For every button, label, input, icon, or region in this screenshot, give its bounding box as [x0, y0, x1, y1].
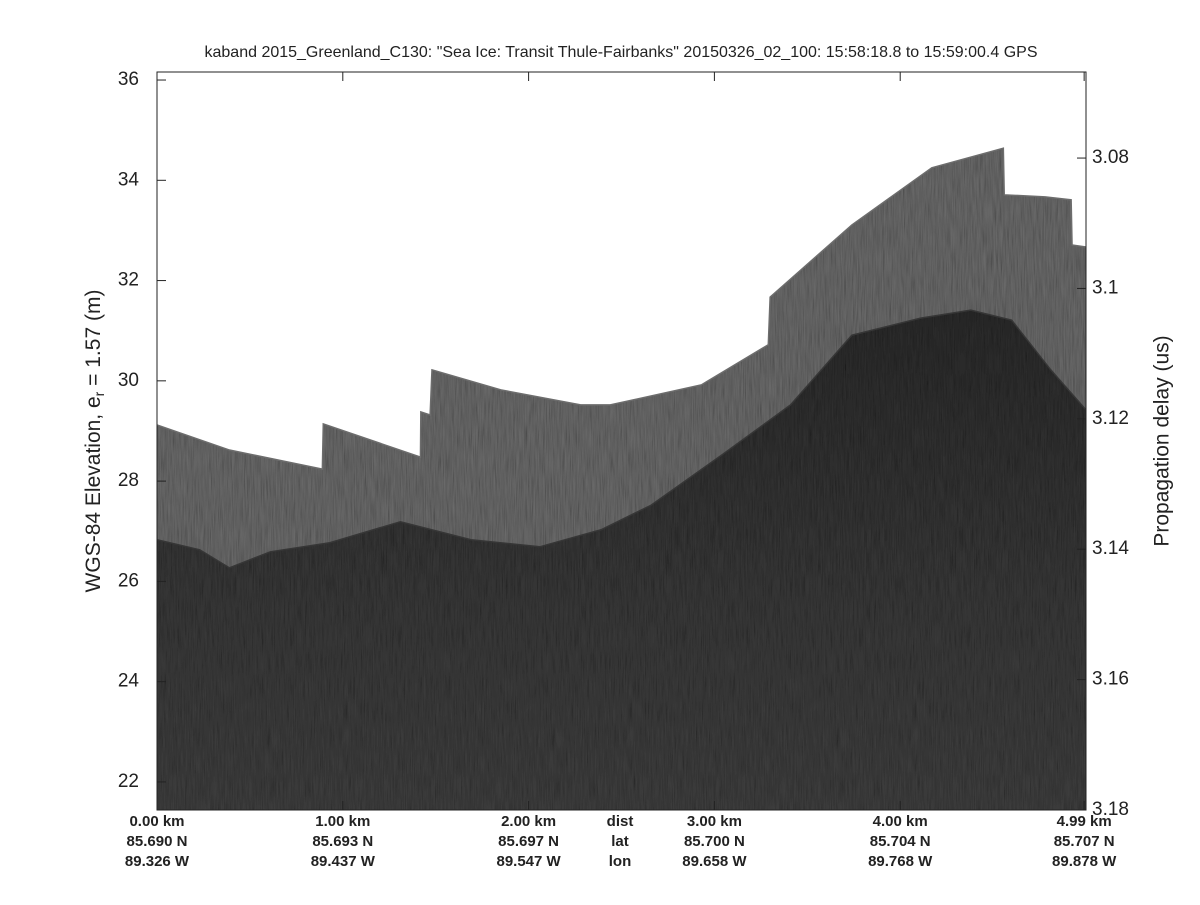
layer-boundary [157, 147, 1086, 470]
layer-boundary [157, 309, 1086, 569]
y2-tick-label: 3.12 [1092, 408, 1129, 429]
x-tick-label: 1.00 km [315, 813, 370, 830]
y2-tick-label: 3.08 [1092, 147, 1129, 168]
y-tick-label: 24 [118, 671, 140, 692]
row-name: dist [607, 813, 634, 830]
x-tick-label: 3.00 km [687, 813, 742, 830]
x-tick-label: 4.99 km [1057, 813, 1112, 830]
y-label-part: WGS-84 Elevation, e [82, 396, 105, 592]
y2-tick-label: 3.16 [1092, 669, 1129, 690]
x-tick-label: 4.00 km [873, 813, 928, 830]
row-name: lon [609, 853, 632, 870]
y-axis-label: WGS-84 Elevation, er = 1.57 (m) [82, 290, 107, 593]
y2-tick-label: 3.1 [1092, 277, 1118, 298]
y-tick-label: 22 [118, 771, 139, 792]
y-tick-label: 28 [118, 470, 139, 491]
y-tick-label: 32 [118, 270, 139, 291]
lon-label: 89.658 W [682, 853, 747, 870]
lon-label: 89.768 W [868, 853, 933, 870]
y2-tick-label: 3.14 [1092, 538, 1129, 559]
lon-label: 89.437 W [311, 853, 376, 870]
lon-label: 89.547 W [496, 853, 561, 870]
lat-label: 85.697 N [498, 833, 559, 850]
lat-label: 85.693 N [312, 833, 373, 850]
axes-box [156, 71, 1087, 811]
lat-label: 85.700 N [684, 833, 745, 850]
chart-title: kaband 2015_Greenland_C130: "Sea Ice: Tr… [205, 44, 1038, 61]
row-name: lat [611, 833, 629, 850]
x-tick-label: 2.00 km [501, 813, 556, 830]
lon-label: 89.878 W [1052, 853, 1117, 870]
y-tick-label: 36 [118, 69, 139, 90]
y2-tick-label: 3.18 [1092, 799, 1129, 820]
y-tick-label: 26 [118, 570, 139, 591]
y-label-subscript: r [91, 391, 107, 396]
lat-label: 85.707 N [1054, 833, 1115, 850]
y-tick-label: 30 [118, 370, 139, 391]
y2-axis-label: Propagation delay (us) [1151, 335, 1174, 546]
y-label-part: = 1.57 (m) [82, 290, 105, 392]
lon-label: 89.326 W [125, 853, 190, 870]
x-tick-label: 0.00 km [129, 813, 184, 830]
y-tick-label: 34 [118, 169, 140, 190]
echo-layer [157, 310, 1086, 810]
plot-area [157, 147, 1086, 810]
lat-label: 85.690 N [127, 833, 188, 850]
lat-label: 85.704 N [870, 833, 931, 850]
